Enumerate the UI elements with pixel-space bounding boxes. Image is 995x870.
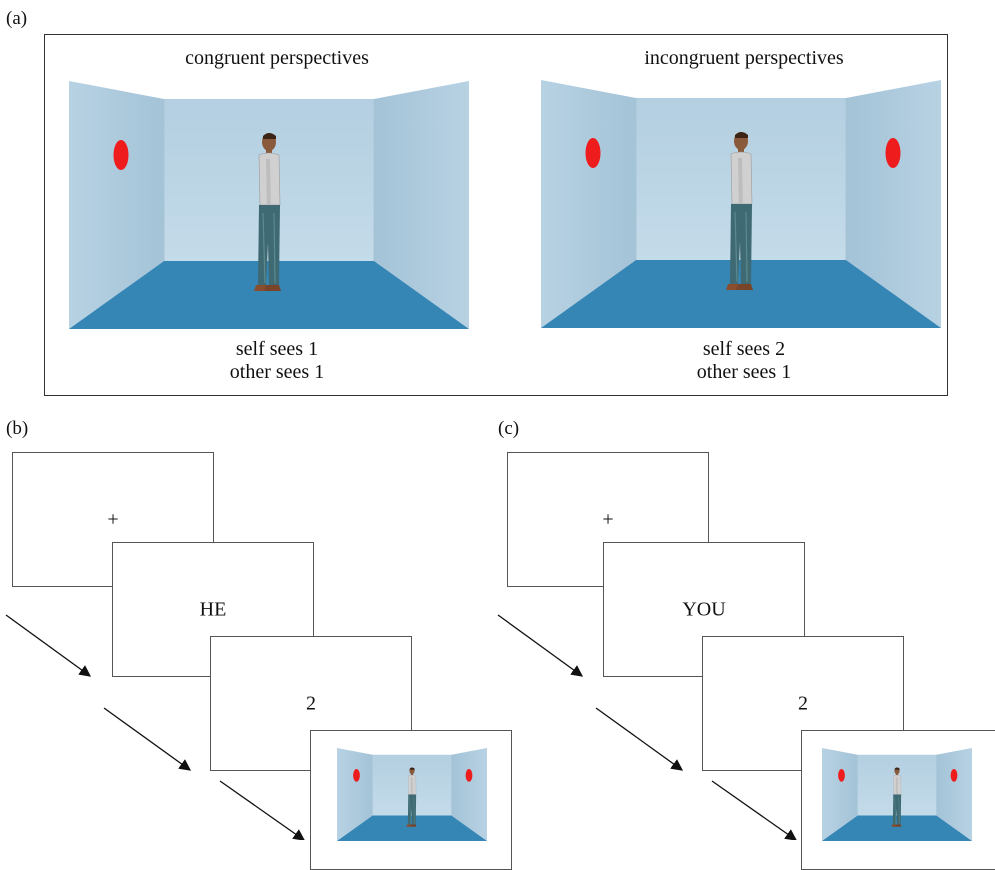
arrow-1 bbox=[5, 614, 92, 677]
panel-b-scene-screen bbox=[310, 730, 512, 870]
panel-a-label: (a) bbox=[6, 8, 28, 29]
panel-b-label: (b) bbox=[6, 418, 29, 439]
right-scene-caption: self sees 2 other sees 1 bbox=[544, 338, 944, 384]
panel-c-label: (c) bbox=[498, 418, 520, 439]
panel-a-frame: congruent perspectives self sees 1 other… bbox=[44, 34, 948, 396]
right-caption-self: self sees 2 bbox=[702, 338, 786, 360]
arrow-1 bbox=[497, 614, 584, 677]
right-scene-left-dot bbox=[585, 138, 601, 168]
arrow-3 bbox=[711, 780, 798, 840]
right-scene-right-dot bbox=[885, 138, 901, 168]
panel-b-arrows bbox=[5, 614, 306, 840]
cue-word: HE bbox=[199, 598, 227, 620]
panel-c-scene-screen bbox=[801, 730, 995, 870]
cue-word: YOU bbox=[682, 598, 726, 620]
fixation-cross: + bbox=[602, 508, 614, 530]
panel-c-arrows bbox=[497, 614, 798, 840]
left-caption-self: self sees 1 bbox=[235, 338, 319, 360]
right-scene-title: incongruent perspectives bbox=[644, 47, 844, 69]
panel-c-mini-room bbox=[822, 748, 972, 841]
number-cue: 2 bbox=[306, 692, 316, 714]
fixation-cross: + bbox=[107, 508, 119, 530]
panel-b-mini-room bbox=[337, 748, 487, 841]
number-cue: 2 bbox=[798, 692, 808, 714]
arrow-2 bbox=[595, 707, 684, 771]
left-room-scene bbox=[69, 81, 469, 329]
left-wall-dot bbox=[113, 140, 129, 170]
arrow-2 bbox=[103, 707, 192, 771]
right-caption-other: other sees 1 bbox=[696, 361, 792, 383]
arrow-3 bbox=[219, 780, 306, 840]
right-room-scene bbox=[541, 80, 941, 328]
left-scene-title: congruent perspectives bbox=[185, 47, 369, 69]
left-scene-caption: self sees 1 other sees 1 bbox=[77, 338, 477, 384]
left-caption-other: other sees 1 bbox=[229, 361, 325, 383]
